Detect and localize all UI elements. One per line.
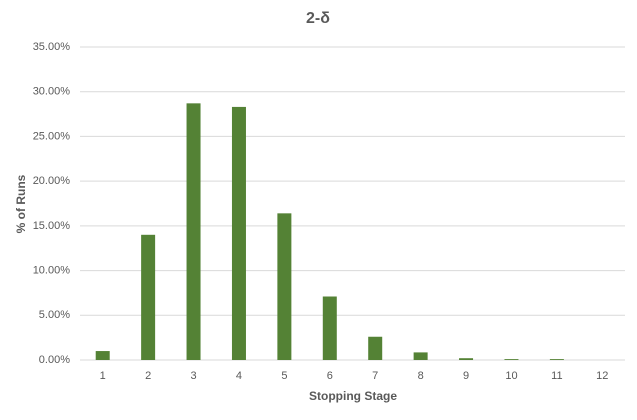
bar: [277, 213, 292, 360]
x-tick-label: 11: [551, 370, 562, 382]
bar: [459, 358, 474, 360]
x-tick-label: 8: [418, 370, 424, 382]
x-tick-label: 9: [463, 370, 469, 382]
y-tick-label: 15.00%: [33, 220, 71, 232]
bar: [322, 296, 337, 360]
y-tick-label: 20.00%: [33, 175, 71, 187]
y-tick-label: 35.00%: [33, 41, 71, 53]
y-tick-label: 5.00%: [39, 309, 70, 321]
y-axis-title: % of Runs: [14, 174, 28, 233]
x-axis-title: Stopping Stage: [309, 389, 397, 403]
bar: [231, 106, 246, 360]
x-tick-label: 12: [596, 370, 608, 382]
bar: [504, 359, 519, 360]
y-tick-label: 30.00%: [33, 86, 71, 98]
x-tick-label: 4: [236, 370, 242, 382]
y-tick-label: 10.00%: [33, 264, 71, 276]
x-tick-label: 3: [190, 370, 196, 382]
chart-title: 2-δ: [306, 10, 330, 27]
x-tick-label: 6: [327, 370, 333, 382]
bar: [368, 336, 383, 360]
y-tick-label: 25.00%: [33, 130, 71, 142]
x-tick-label: 7: [372, 370, 378, 382]
bar: [95, 351, 110, 360]
x-tick-label: 5: [281, 370, 287, 382]
x-tick-label: 10: [505, 370, 517, 382]
x-tick-label: 2: [145, 370, 151, 382]
bar: [413, 352, 428, 360]
bar: [549, 359, 564, 360]
bar: [186, 103, 201, 360]
bar: [141, 234, 156, 360]
y-tick-label: 0.00%: [39, 354, 70, 366]
x-tick-label: 1: [100, 370, 106, 382]
